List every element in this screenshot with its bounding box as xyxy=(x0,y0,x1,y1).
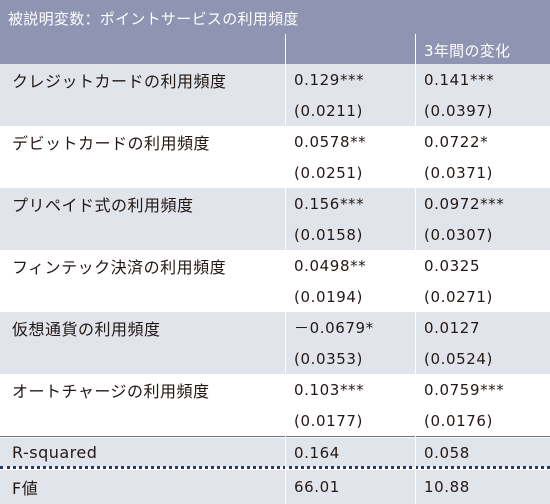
column-header-change: 3年間の変化 xyxy=(424,42,511,60)
se-col1: (0.0177) xyxy=(294,411,363,430)
table-title-bar: 被説明変数：ポイントサービスの利用頻度 xyxy=(0,0,550,34)
coef-col1: 0.156*** xyxy=(294,194,365,213)
row-label: デビットカードの利用頻度 xyxy=(12,133,211,153)
stat-col1: 66.01 xyxy=(294,478,340,496)
row-label: 仮想通貨の利用頻度 xyxy=(12,319,161,339)
se-col1: (0.0194) xyxy=(294,287,363,306)
se-col1: (0.0211) xyxy=(294,101,363,120)
table-row: プリペイド式の利用頻度 0.156*** 0.0972*** (0.0158) … xyxy=(0,188,550,250)
se-col1: (0.0353) xyxy=(294,349,363,368)
row-label: プリペイド式の利用頻度 xyxy=(12,195,194,215)
se-col2: (0.0397) xyxy=(424,101,493,120)
stat-col1: 0.164 xyxy=(294,443,340,462)
se-col1: (0.0158) xyxy=(294,225,363,244)
table-row: 仮想通貨の利用頻度 －0.0679* 0.0127 (0.0353) (0.05… xyxy=(0,312,550,374)
table-row: フィンテック決済の利用頻度 0.0498** 0.0325 (0.0194) (… xyxy=(0,250,550,312)
table-row: オートチャージの利用頻度 0.103*** 0.0759*** (0.0177)… xyxy=(0,374,550,436)
table-row: クレジットカードの利用頻度 0.129*** 0.141*** (0.0211)… xyxy=(0,64,550,126)
coef-col2: 0.0972*** xyxy=(424,194,505,213)
coef-col1: 0.0498** xyxy=(294,256,367,275)
stat-col2: 10.88 xyxy=(424,478,470,496)
coef-col2: 0.0325 xyxy=(424,256,481,275)
column-divider xyxy=(285,34,286,504)
coef-col1: 0.103*** xyxy=(294,380,365,399)
se-col2: (0.0371) xyxy=(424,163,493,182)
coef-col2: 0.0759*** xyxy=(424,380,505,399)
se-col2: (0.0307) xyxy=(424,225,493,244)
stat-label: F値 xyxy=(12,479,39,498)
coef-col1: －0.0679* xyxy=(294,319,374,337)
stat-col2: 0.058 xyxy=(424,443,470,462)
se-col2: (0.0176) xyxy=(424,411,493,430)
coef-col1: 0.129*** xyxy=(294,70,365,89)
stats-row-r-squared: R-squared 0.164 0.058 xyxy=(0,438,550,467)
row-label: フィンテック決済の利用頻度 xyxy=(12,257,227,277)
stats-dotted-divider xyxy=(0,466,550,469)
table-title: 被説明変数：ポイントサービスの利用頻度 xyxy=(8,10,299,28)
se-col1: (0.0251) xyxy=(294,163,363,182)
column-header-bar: 3年間の変化 xyxy=(0,34,550,64)
stats-top-rule xyxy=(0,436,550,437)
column-divider xyxy=(415,34,416,504)
se-col2: (0.0524) xyxy=(424,349,493,368)
stats-row-f-value: F値 66.01 10.88 xyxy=(0,470,550,504)
table-row: デビットカードの利用頻度 0.0578** 0.0722* (0.0251) (… xyxy=(0,126,550,188)
row-label: クレジットカードの利用頻度 xyxy=(12,71,227,91)
row-label: オートチャージの利用頻度 xyxy=(12,381,210,401)
coef-col2: 0.141*** xyxy=(424,70,495,89)
stat-label: R-squared xyxy=(12,443,98,462)
se-col2: (0.0271) xyxy=(424,287,493,306)
coef-col1: 0.0578** xyxy=(294,132,367,151)
coef-col2: 0.0722* xyxy=(424,132,489,151)
coef-col2: 0.0127 xyxy=(424,318,481,337)
